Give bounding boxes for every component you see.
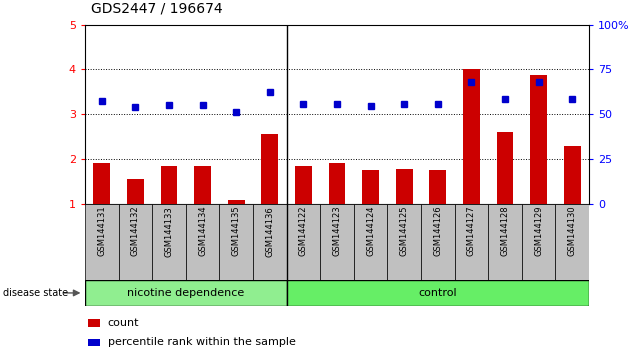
Text: GSM144135: GSM144135 <box>232 206 241 256</box>
FancyBboxPatch shape <box>118 204 152 280</box>
Bar <box>228 200 244 204</box>
Bar <box>396 169 413 204</box>
Text: GSM144129: GSM144129 <box>534 206 543 256</box>
FancyBboxPatch shape <box>287 204 320 280</box>
Bar <box>261 134 278 204</box>
FancyBboxPatch shape <box>421 204 455 280</box>
Text: nicotine dependence: nicotine dependence <box>127 288 244 298</box>
Bar <box>329 163 345 204</box>
Bar <box>430 170 446 204</box>
Bar <box>88 338 100 346</box>
FancyBboxPatch shape <box>556 204 589 280</box>
Text: GDS2447 / 196674: GDS2447 / 196674 <box>91 2 223 16</box>
Bar <box>463 69 480 204</box>
FancyBboxPatch shape <box>287 280 589 306</box>
Bar <box>194 166 211 204</box>
Text: GSM144134: GSM144134 <box>198 206 207 256</box>
Text: GSM144132: GSM144132 <box>131 206 140 256</box>
Text: GSM144127: GSM144127 <box>467 206 476 256</box>
Text: GSM144130: GSM144130 <box>568 206 576 256</box>
Text: GSM144131: GSM144131 <box>98 206 106 256</box>
FancyBboxPatch shape <box>253 204 287 280</box>
FancyBboxPatch shape <box>320 204 354 280</box>
Bar <box>88 319 100 327</box>
Text: GSM144123: GSM144123 <box>333 206 341 256</box>
Text: GSM144133: GSM144133 <box>164 206 173 257</box>
Text: GSM144126: GSM144126 <box>433 206 442 256</box>
Bar <box>362 170 379 204</box>
FancyBboxPatch shape <box>85 280 287 306</box>
FancyBboxPatch shape <box>152 204 186 280</box>
Bar <box>161 166 178 204</box>
Bar <box>93 163 110 204</box>
Text: GSM144124: GSM144124 <box>366 206 375 256</box>
FancyBboxPatch shape <box>488 204 522 280</box>
Bar <box>295 166 312 204</box>
Bar <box>530 75 547 204</box>
Text: GSM144122: GSM144122 <box>299 206 308 256</box>
Text: GSM144128: GSM144128 <box>501 206 510 256</box>
Text: percentile rank within the sample: percentile rank within the sample <box>108 337 295 347</box>
Text: count: count <box>108 318 139 328</box>
Text: GSM144136: GSM144136 <box>265 206 274 257</box>
Text: GSM144125: GSM144125 <box>400 206 409 256</box>
FancyBboxPatch shape <box>387 204 421 280</box>
Bar <box>496 132 513 204</box>
Text: disease state: disease state <box>3 288 68 298</box>
Bar <box>564 146 581 204</box>
FancyBboxPatch shape <box>522 204 556 280</box>
FancyBboxPatch shape <box>455 204 488 280</box>
Text: control: control <box>418 288 457 298</box>
FancyBboxPatch shape <box>219 204 253 280</box>
Bar <box>127 179 144 204</box>
FancyBboxPatch shape <box>186 204 219 280</box>
FancyBboxPatch shape <box>85 204 118 280</box>
FancyBboxPatch shape <box>354 204 387 280</box>
